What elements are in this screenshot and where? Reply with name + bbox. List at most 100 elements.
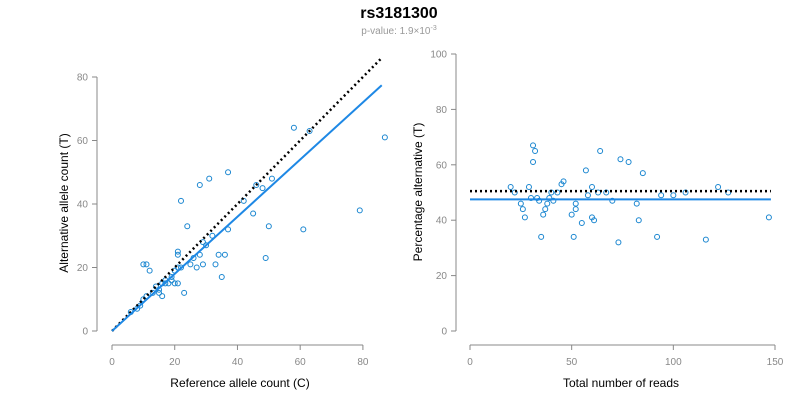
data-point — [146, 267, 153, 274]
data-point — [635, 217, 642, 224]
data-point — [290, 124, 297, 131]
data-point — [615, 239, 622, 246]
data-point — [654, 233, 661, 240]
data-point — [199, 261, 206, 268]
data-point — [765, 214, 772, 221]
data-point — [572, 206, 579, 213]
data-point — [152, 283, 159, 290]
data-point — [250, 210, 257, 217]
data-point — [554, 189, 561, 196]
data-point — [268, 175, 275, 182]
data-point — [546, 195, 553, 202]
y-tick-label: 80 — [77, 73, 89, 84]
x-tick-label: 100 — [665, 357, 682, 368]
data-point — [168, 274, 175, 281]
data-point — [140, 261, 147, 268]
data-point — [568, 211, 575, 218]
p-value-base: 10 — [419, 26, 431, 37]
data-point — [572, 200, 579, 207]
data-point — [658, 192, 665, 199]
data-point — [143, 261, 150, 268]
data-point — [528, 195, 534, 202]
data-point — [517, 200, 524, 207]
chart-subtitle: p-value: 1.9×10-3 — [361, 25, 437, 37]
data-point — [156, 289, 163, 296]
reference-line — [111, 57, 383, 332]
data-point — [259, 185, 266, 192]
x-tick-label: 0 — [109, 357, 115, 368]
data-point — [171, 280, 178, 287]
left-panel: Reference allele count (C) Alternative a… — [57, 57, 388, 390]
data-point — [536, 197, 543, 204]
x-tick-label: 20 — [169, 357, 181, 368]
data-point — [225, 169, 232, 176]
data-point — [582, 167, 589, 174]
data-point — [181, 289, 188, 296]
x-tick-label: 150 — [767, 357, 784, 368]
data-point — [595, 189, 602, 196]
y-tick-label: 100 — [430, 50, 447, 61]
data-point — [597, 147, 604, 154]
data-point — [203, 242, 210, 249]
p-value-times: × — [414, 26, 420, 37]
y-tick-label: 20 — [77, 263, 89, 274]
right-panel: Total number of reads Percentage alterna… — [411, 50, 784, 391]
data-point — [550, 197, 557, 204]
data-point — [225, 226, 232, 233]
data-point — [212, 261, 219, 268]
data-point — [262, 254, 269, 261]
data-point — [521, 214, 528, 221]
data-point — [589, 183, 595, 190]
data-point — [174, 280, 181, 287]
data-point — [507, 183, 514, 190]
data-point — [187, 261, 194, 268]
data-point — [725, 189, 732, 196]
x-tick-label: 50 — [566, 357, 578, 368]
left-y-axis-title: Alternative allele count (T) — [57, 133, 71, 272]
x-tick-label: 80 — [357, 357, 369, 368]
data-point — [174, 248, 181, 255]
data-point — [633, 200, 640, 207]
right-y-axis-title: Percentage alternative (T) — [411, 123, 425, 262]
right-x-axis-title: Total number of reads — [563, 376, 679, 390]
data-point — [215, 251, 222, 258]
data-point — [591, 217, 598, 224]
data-point — [178, 197, 184, 204]
data-point — [560, 178, 567, 185]
data-point — [702, 236, 709, 243]
data-point — [196, 181, 203, 188]
data-point — [532, 147, 539, 154]
y-tick-label: 0 — [82, 327, 88, 338]
data-point — [670, 192, 677, 199]
y-tick-label: 60 — [436, 160, 448, 171]
data-point — [193, 264, 200, 271]
data-point — [381, 134, 388, 141]
data-point — [715, 183, 722, 190]
p-value-prefix: p-value: 1.9 — [361, 26, 414, 37]
data-point — [306, 127, 313, 134]
y-tick-label: 60 — [77, 136, 89, 147]
fit-line — [111, 84, 383, 332]
data-point — [525, 183, 532, 190]
x-tick-label: 40 — [232, 357, 244, 368]
left-x-axis-title: Reference allele count (C) — [170, 376, 309, 390]
data-point — [639, 170, 646, 177]
data-point — [578, 219, 585, 226]
data-point — [159, 293, 166, 300]
data-point — [265, 223, 272, 230]
data-point — [609, 197, 616, 204]
data-point — [540, 211, 547, 218]
y-tick-label: 40 — [77, 200, 89, 211]
data-point — [617, 156, 624, 163]
data-point — [174, 251, 181, 258]
data-point — [584, 192, 591, 199]
data-point — [356, 207, 363, 214]
data-point — [530, 142, 537, 149]
data-point — [253, 181, 260, 188]
y-tick-label: 40 — [436, 216, 448, 227]
chart-title: rs3181300 — [360, 5, 438, 22]
data-point — [570, 233, 577, 240]
data-point — [206, 175, 213, 182]
data-point — [530, 159, 537, 166]
